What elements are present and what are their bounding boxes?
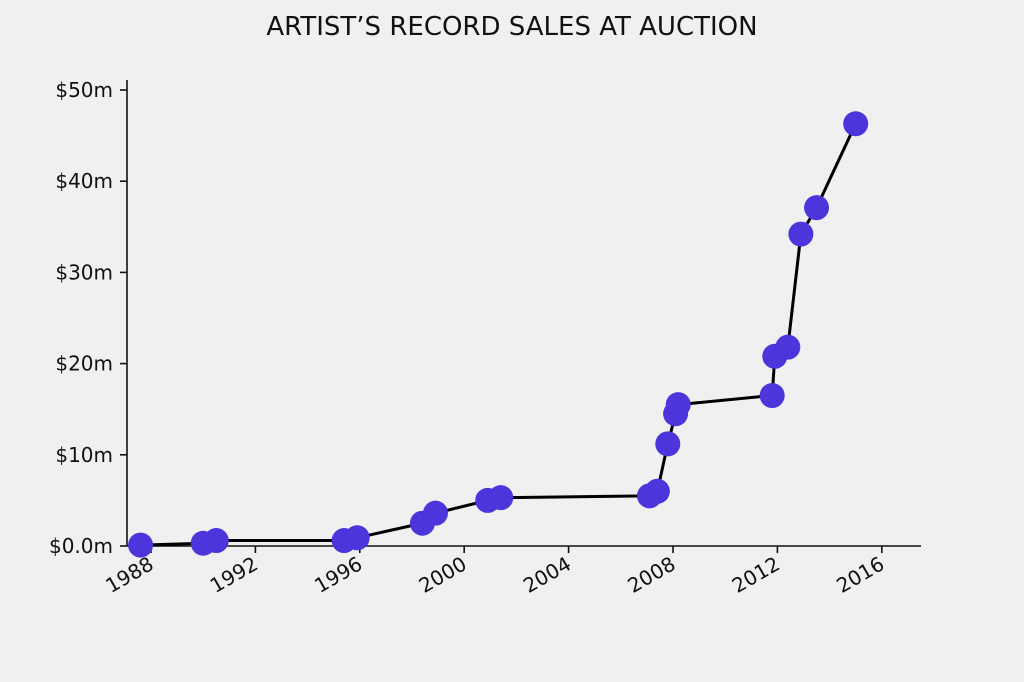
data-point: [128, 532, 154, 558]
data-point: [804, 195, 830, 221]
data-point: [759, 383, 785, 409]
axes: [126, 80, 921, 547]
data-point: [344, 525, 370, 551]
x-tick-label: 1988: [101, 552, 157, 598]
series-line: [140, 123, 858, 547]
x-tick-label: 2000: [415, 552, 471, 598]
data-point: [488, 485, 514, 511]
x-ticks: 1988 1992 1996 2000 2004 2008 2012 2016: [101, 546, 888, 598]
y-tick-label: $50m: [55, 78, 113, 102]
y-tick-label: $20m: [55, 352, 113, 376]
data-point: [655, 431, 681, 457]
x-tick-label: 2016: [832, 552, 888, 598]
data-point: [665, 392, 691, 418]
y-tick-label: $30m: [55, 260, 113, 284]
y-ticks: $0.0m $10m $20m $30m $40m $50m: [49, 78, 127, 558]
data-point: [203, 528, 229, 554]
x-tick-label: 1992: [206, 552, 262, 598]
x-tick-label: 2012: [728, 552, 784, 598]
y-tick-label: $0.0m: [49, 534, 113, 558]
chart-title: ARTIST’S RECORD SALES AT AUCTION: [266, 12, 757, 42]
data-point: [843, 111, 869, 137]
y-tick-label: $10m: [55, 443, 113, 467]
data-point: [788, 221, 814, 247]
x-tick-label: 2004: [519, 552, 575, 598]
data-point: [775, 334, 801, 360]
x-tick-label: 1996: [310, 552, 366, 598]
data-point: [644, 478, 670, 504]
series: [128, 111, 869, 558]
x-tick-label: 2008: [623, 552, 679, 598]
y-tick-label: $40m: [55, 169, 113, 193]
data-point: [422, 500, 448, 526]
